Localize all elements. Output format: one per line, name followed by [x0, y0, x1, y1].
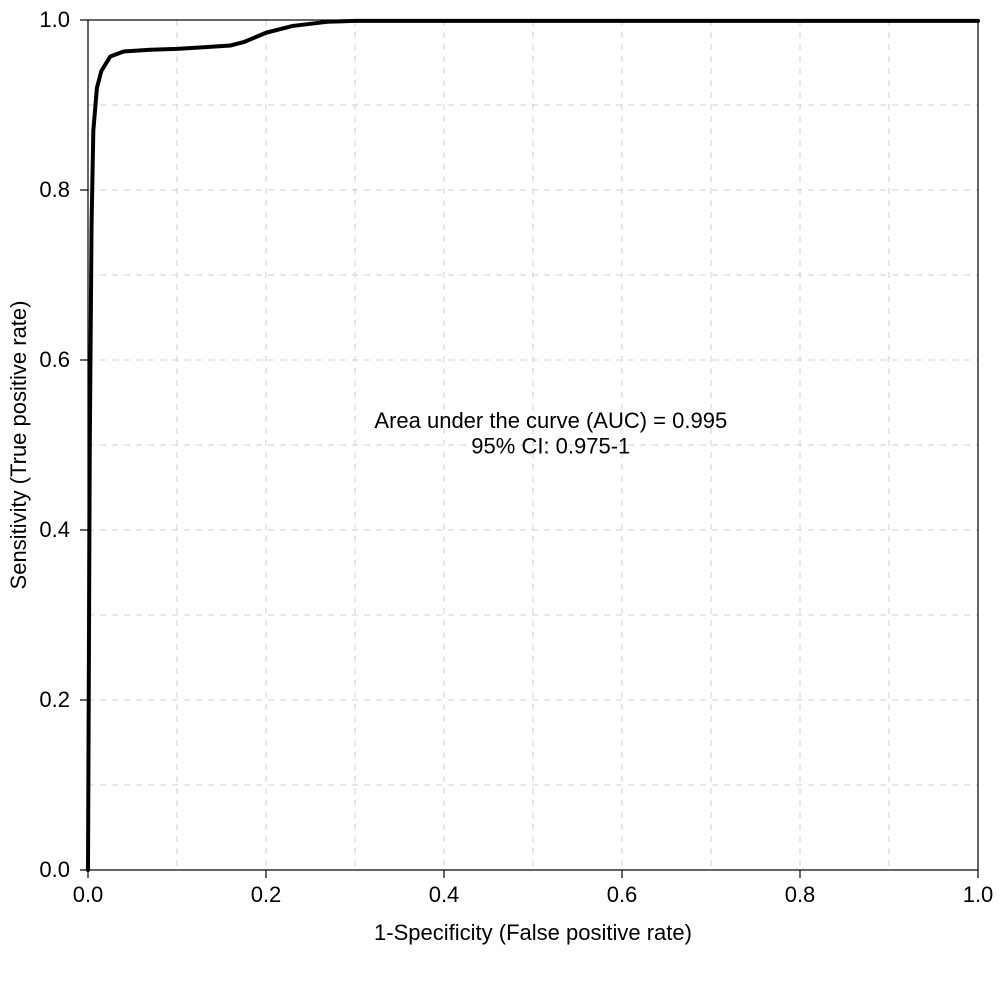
annotation-line-2: 95% CI: 0.975-1 — [471, 434, 630, 459]
y-tick-label: 0.2 — [39, 687, 70, 712]
x-tick-label: 0.0 — [73, 882, 104, 907]
x-axis-title: 1-Specificity (False positive rate) — [374, 920, 692, 945]
x-tick-label: 0.4 — [429, 882, 460, 907]
roc-chart: 0.0 0.2 0.4 0.6 0.8 1.0 0.0 0.2 0.4 0.6 0.8 1.0 1-Sp… — [0, 0, 1000, 981]
y-tick-label: 1.0 — [39, 7, 70, 32]
x-tick-label: 1.0 — [963, 882, 994, 907]
roc-chart-container: 0.0 0.2 0.4 0.6 0.8 1.0 0.0 0.2 0.4 0.6 0.8 1.0 1-Sp… — [0, 0, 1000, 981]
x-tick-label: 0.2 — [251, 882, 282, 907]
x-tick-label: 0.8 — [785, 882, 816, 907]
y-tick-label: 0.6 — [39, 347, 70, 372]
x-tick-label: 0.6 — [607, 882, 638, 907]
y-axis-title: Sensitivity (True positive rate) — [6, 301, 31, 590]
annotation-line-1: Area under the curve (AUC) = 0.995 — [374, 408, 727, 433]
y-tick-label: 0.8 — [39, 177, 70, 202]
y-tick-label: 0.4 — [39, 517, 70, 542]
y-tick-label: 0.0 — [39, 857, 70, 882]
